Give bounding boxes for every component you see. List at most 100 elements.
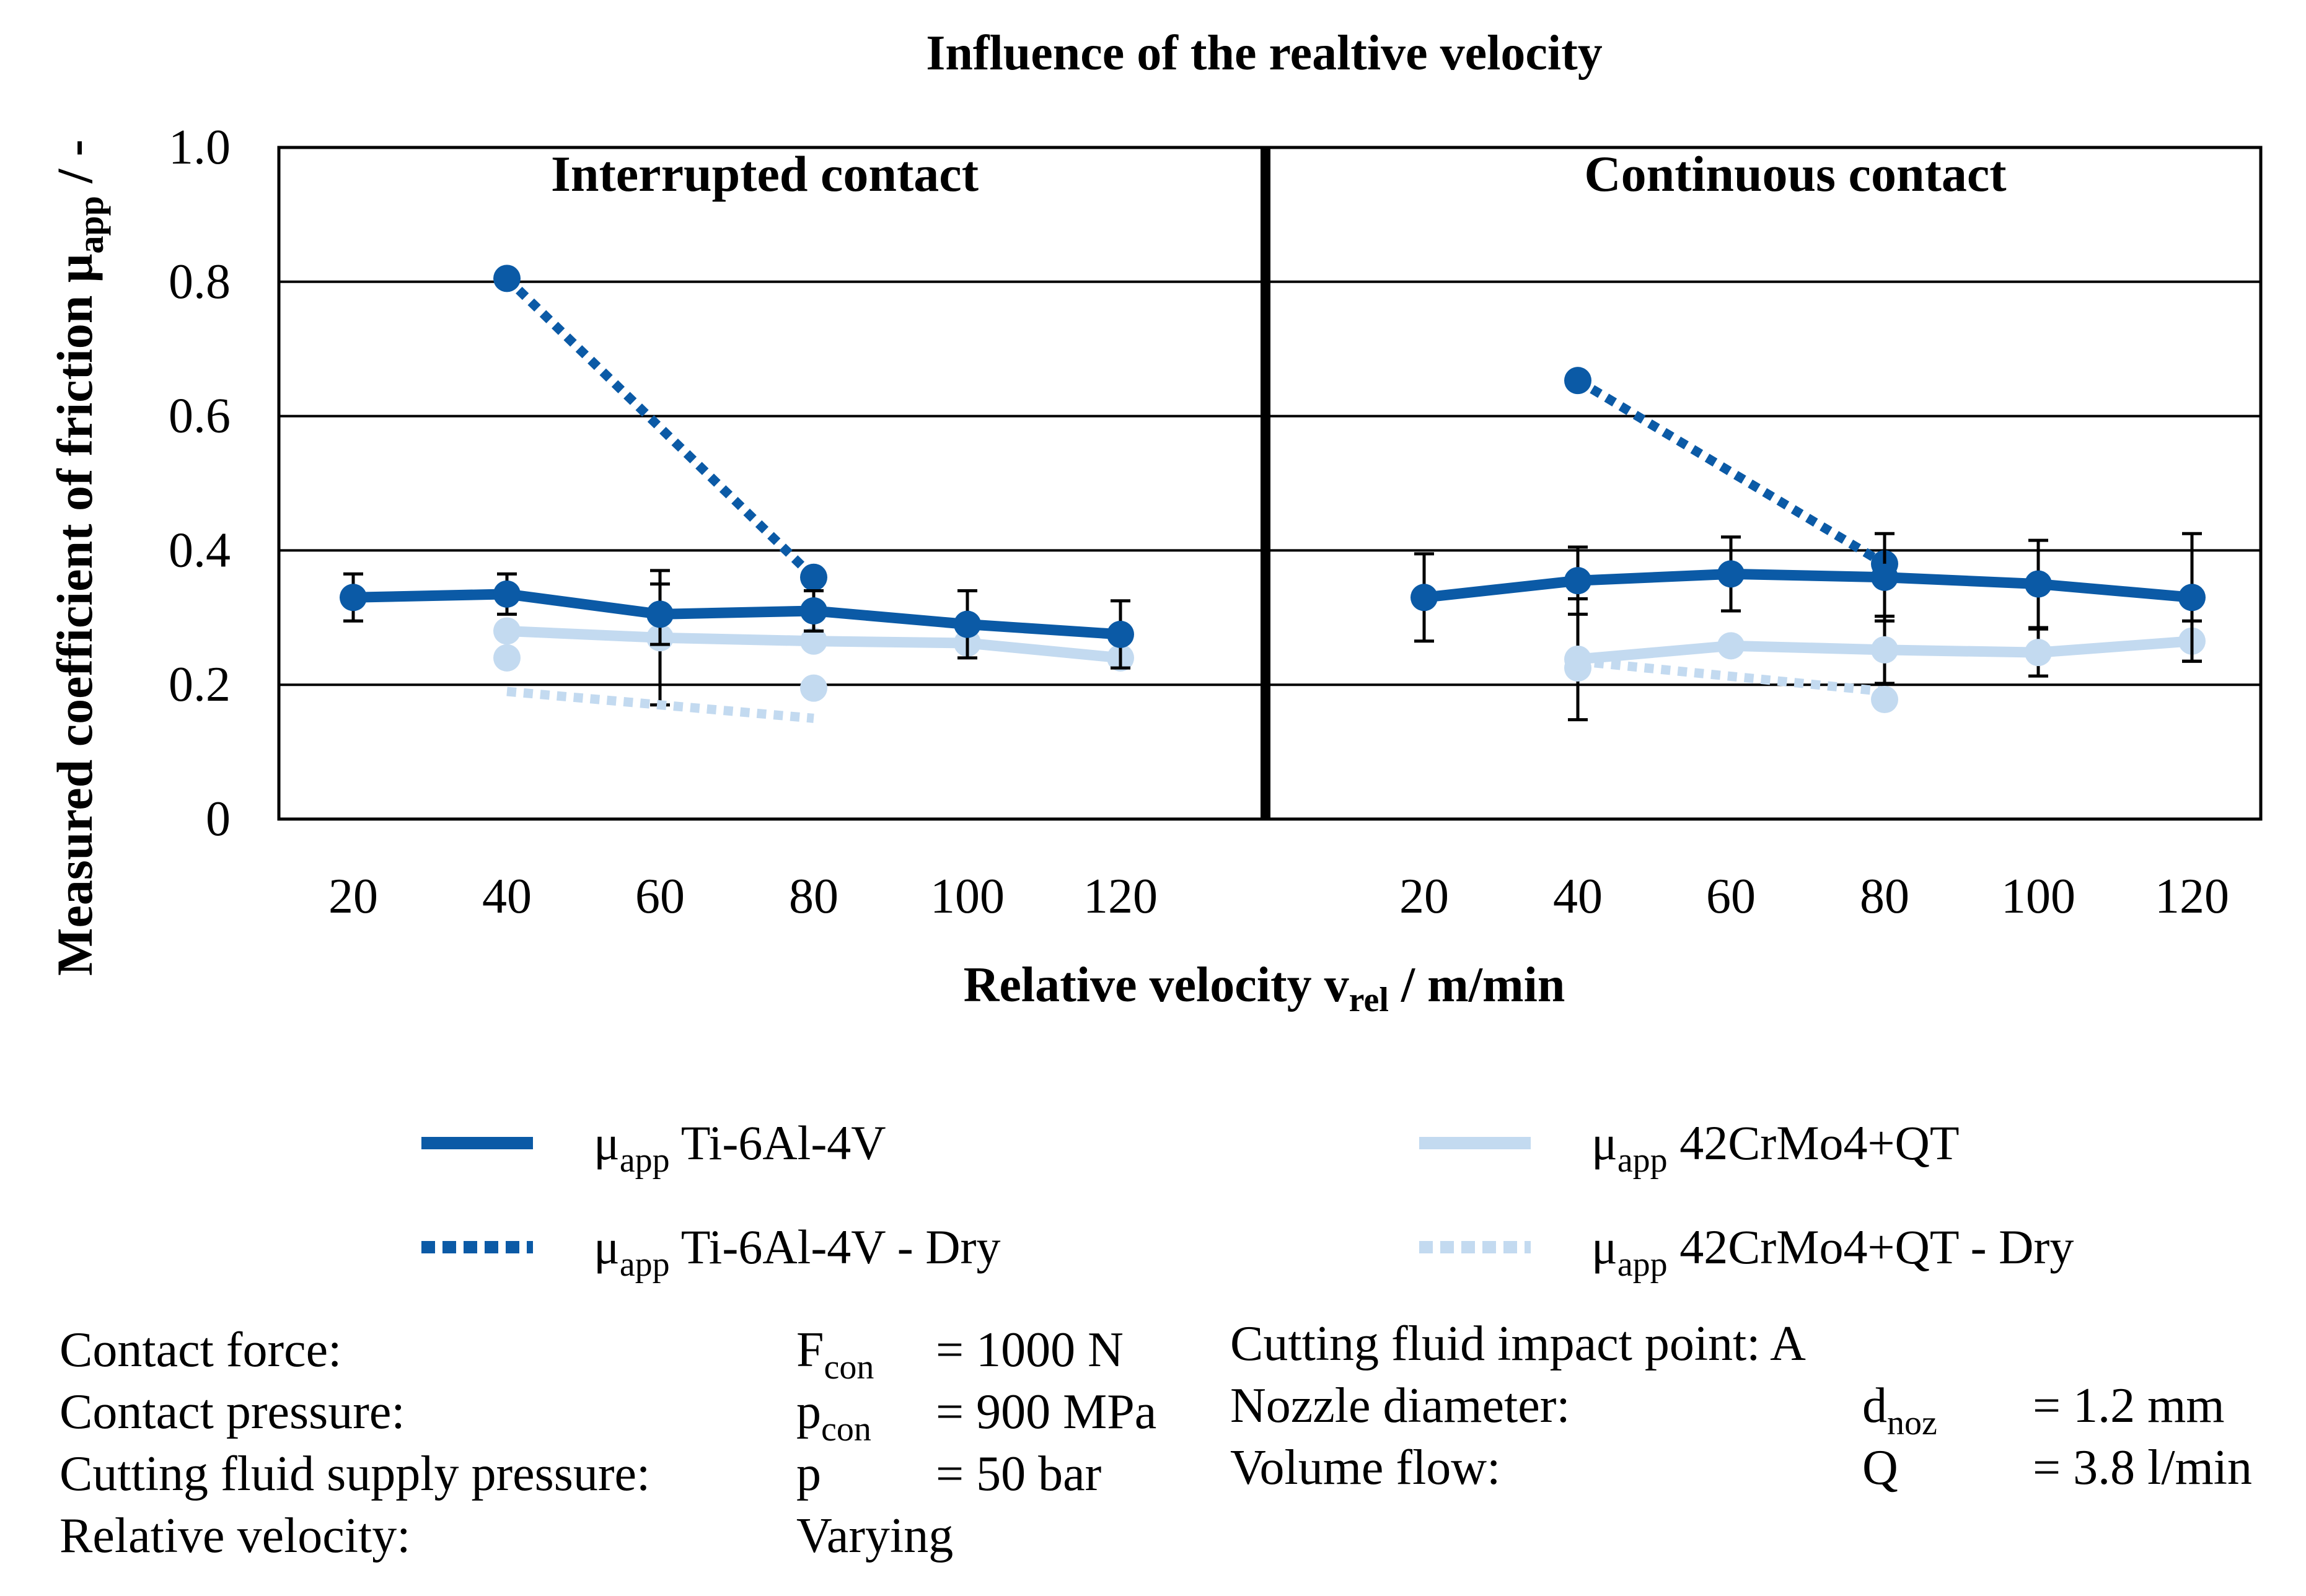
param-symbol-main: Varying [796, 1509, 953, 1563]
x-axis-label: Relative velocity vrel / m/min [964, 958, 1565, 1019]
y-tick-label: 0 [206, 792, 231, 846]
legend-symbol: μ [1591, 1116, 1617, 1170]
param-symbol: Q [1862, 1440, 1898, 1495]
legend-text: Ti-6Al-4V - Dry [670, 1220, 1001, 1274]
param-value: = 1.2 mm [2033, 1379, 2225, 1433]
data-point [1564, 367, 1591, 395]
y-tick-label: 0.4 [169, 523, 231, 577]
data-point [493, 617, 521, 645]
x-tick-label: 100 [2001, 869, 2075, 924]
x-tick-label: 20 [328, 869, 378, 924]
data-point [1564, 654, 1591, 682]
chart-title: Influence of the realtive velocity [926, 26, 1603, 81]
param-symbol-sub: con [824, 1348, 874, 1387]
legend-label: μapp 42CrMo4+QT - Dry [1591, 1220, 2074, 1284]
param-label: Contact pressure: [59, 1385, 405, 1439]
data-point [493, 265, 521, 292]
x-tick-label: 120 [1083, 869, 1158, 924]
data-point [1717, 632, 1745, 660]
x-tick-label: 60 [635, 869, 685, 924]
data-point [2025, 639, 2052, 667]
x-tick-label: 40 [1553, 869, 1603, 924]
panel-title: Interrupted contact [551, 146, 979, 202]
legend-sub: app [1617, 1245, 1668, 1284]
param-label: Nozzle diameter: [1230, 1379, 1570, 1433]
data-point [1871, 563, 1898, 591]
x-tick-label: 20 [1399, 869, 1449, 924]
data-point [340, 584, 367, 612]
param-label: Volume flow: [1230, 1440, 1500, 1495]
y-tick-label: 0.8 [169, 255, 231, 309]
series-line [503, 275, 817, 581]
legend-text: 42CrMo4+QT [1668, 1116, 1960, 1170]
x-tick-label: 80 [1860, 869, 1909, 924]
param-symbol: dnoz [1862, 1379, 1937, 1442]
param-label: Contact force: [59, 1323, 341, 1377]
series-line [1577, 656, 1885, 696]
legend-sub: app [1617, 1141, 1668, 1180]
x-tick-label: 100 [930, 869, 1005, 924]
y-axis-label-main: Measured coefficient of friction μ [46, 254, 103, 976]
param-symbol-main: p [796, 1385, 821, 1439]
param-value: = 3.8 l/min [2033, 1440, 2252, 1495]
y-tick-label: 1.0 [169, 120, 231, 175]
data-point [1564, 567, 1591, 595]
data-point [800, 674, 827, 702]
series-line [506, 686, 814, 723]
legend-text: 42CrMo4+QT - Dry [1668, 1220, 2074, 1274]
legend-label: μapp Ti-6Al-4V - Dry [594, 1220, 1001, 1284]
data-point [2178, 584, 2206, 612]
param-symbol-main: F [796, 1323, 824, 1377]
x-tick-label: 60 [1706, 869, 1756, 924]
param-value: = 900 MPa [936, 1385, 1156, 1439]
y-axis-label: Measured coefficient of friction μapp / … [46, 139, 111, 976]
series-line [1424, 568, 2193, 603]
param-value: = 1000 N [936, 1323, 1124, 1377]
x-axis-label-suffix: / m/min [1389, 958, 1565, 1012]
data-point [1717, 560, 1745, 588]
param-symbol: Varying [796, 1509, 953, 1563]
data-point [800, 597, 827, 625]
legend-label: μapp Ti-6Al-4V [594, 1116, 886, 1180]
x-tick-label: 40 [482, 869, 532, 924]
data-point [800, 563, 827, 591]
data-point [646, 600, 674, 628]
legend-text: Ti-6Al-4V [670, 1116, 886, 1170]
param-label: Cutting fluid impact point: A [1230, 1317, 1806, 1371]
x-axis-label-sub: rel [1349, 981, 1389, 1019]
test-parameters: Contact force: Fcon = 1000 N Contact pressu… [59, 1317, 2252, 1563]
data-point [1107, 620, 1134, 648]
param-symbol-sub: noz [1887, 1404, 1937, 1442]
x-tick-label: 120 [2155, 869, 2229, 924]
param-symbol: p [796, 1447, 821, 1501]
data-point [1410, 584, 1438, 612]
data-point [493, 580, 521, 608]
y-axis-label-suffix: / - [46, 139, 103, 196]
series-line [353, 589, 1121, 640]
param-symbol-main: d [1862, 1379, 1887, 1433]
param-symbol-main: Q [1862, 1440, 1898, 1495]
legend-symbol: μ [594, 1220, 620, 1274]
param-label: Cutting fluid supply pressure: [59, 1447, 650, 1501]
data-point [493, 644, 521, 672]
param-symbol: pcon [796, 1385, 871, 1449]
data-point [800, 627, 827, 655]
legend-sub: app [620, 1141, 670, 1180]
param-label: Relative velocity: [59, 1509, 410, 1563]
x-tick-label: 80 [789, 869, 838, 924]
param-symbol-main: p [796, 1447, 821, 1501]
param-symbol-sub: con [821, 1410, 871, 1449]
data-point [2025, 570, 2052, 598]
data-point [954, 610, 981, 638]
param-value: = 50 bar [936, 1447, 1101, 1501]
legend-symbol: μ [1591, 1220, 1617, 1274]
panel-title: Continuous contact [1584, 146, 2006, 202]
x-axis-label-main: Relative velocity v [964, 958, 1349, 1012]
legend-sub: app [620, 1245, 670, 1284]
y-axis-label-sub: app [71, 196, 111, 254]
plot-area: 0 0.2 0.4 0.6 0.8 1.0 Interrupted contact 20 40 6… [169, 120, 2263, 924]
data-point [1871, 686, 1898, 714]
data-point [1871, 636, 1898, 664]
